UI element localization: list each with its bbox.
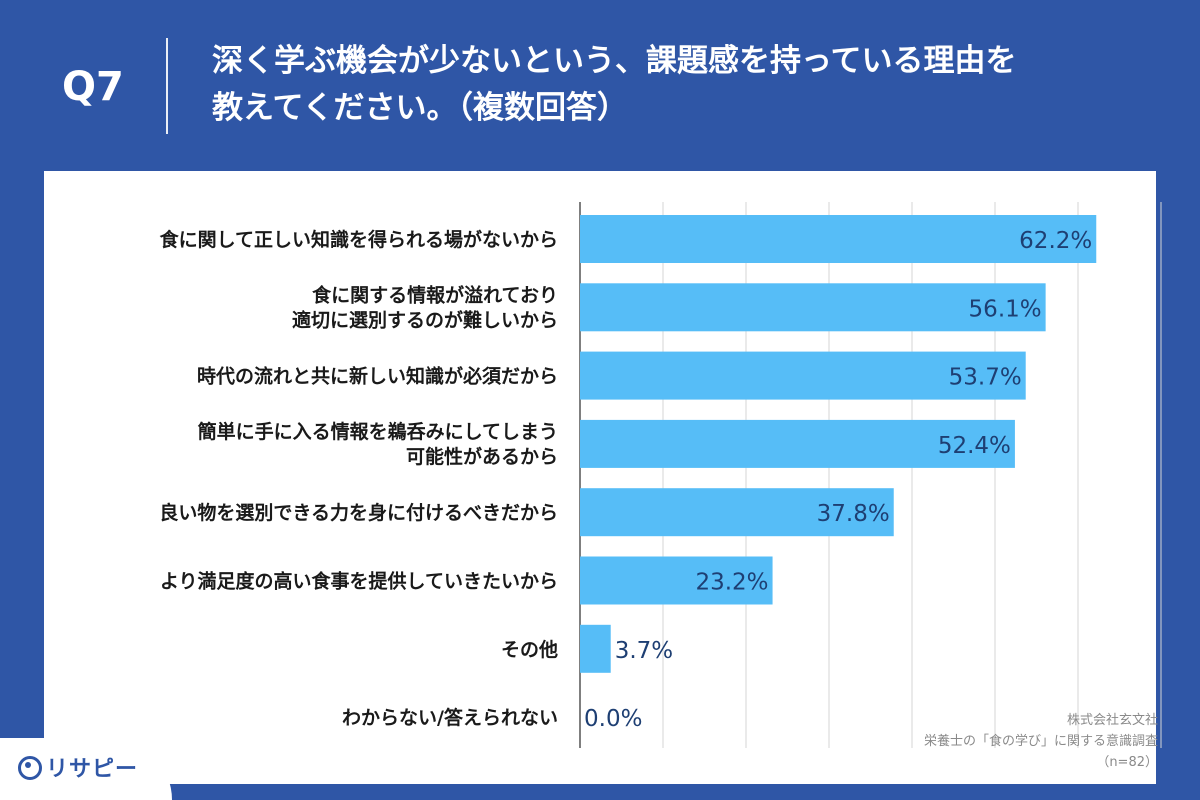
logo-pin-icon <box>18 756 42 780</box>
category-label: 食に関して正しい知識を得られる場がないから <box>160 228 558 251</box>
credit-company: 株式会社玄文社 <box>1066 713 1158 728</box>
value-label: 3.7% <box>615 638 673 664</box>
category-label: 食に関する情報が溢れており <box>312 283 558 306</box>
value-label: 0.0% <box>584 706 642 732</box>
category-label: 時代の流れと共に新しい知識が必須だから <box>197 365 558 388</box>
logo-dot-icon <box>25 762 31 768</box>
bar <box>580 556 773 605</box>
category-label: 可能性があるから <box>406 445 558 468</box>
category-label: より満足度の高い食事を提供していきたいから <box>160 570 558 593</box>
bar <box>580 419 1015 468</box>
bar <box>580 624 611 673</box>
bar <box>580 488 894 537</box>
value-label: 53.7% <box>949 365 1022 391</box>
category-label: わからない/答えられない <box>342 706 558 729</box>
category-label: 簡単に手に入る情報を鵜呑みにしてしまう <box>198 420 558 443</box>
brand-logo: リサピー <box>0 738 172 800</box>
value-label: 37.8% <box>817 501 890 527</box>
category-label: 良い物を選別できる力を身に付けるべきだから <box>159 501 558 524</box>
credit-block: 株式会社玄文社 栄養士の「食の学び」に関する意識調査 （n=82） <box>924 710 1158 773</box>
question-number: Q7 <box>62 64 124 110</box>
bar <box>580 215 1097 263</box>
logo-text: リサピー <box>46 757 139 782</box>
category-label: 適切に選別するのが難しいから <box>292 308 558 331</box>
category-label: その他 <box>501 638 558 661</box>
bar <box>580 351 1026 400</box>
header-divider <box>166 38 168 134</box>
chart-panel <box>44 171 1156 784</box>
question-title-line-1: 深く学ぶ機会が少ないという、課題感を持っている理由を <box>212 43 1017 79</box>
credit-sample-size: （n=82） <box>1096 755 1158 770</box>
question-title-line-2: 教えてください。（複数回答） <box>212 90 629 126</box>
credit-survey: 栄養士の「食の学び」に関する意識調査 <box>923 734 1158 749</box>
value-label: 52.4% <box>938 433 1011 459</box>
question-title: 深く学ぶ機会が少ないという、課題感を持っている理由を 教えてください。（複数回答… <box>212 38 1172 132</box>
bar <box>580 283 1046 332</box>
value-label: 62.2% <box>1019 228 1092 254</box>
value-label: 56.1% <box>969 296 1042 322</box>
value-label: 23.2% <box>695 570 768 596</box>
